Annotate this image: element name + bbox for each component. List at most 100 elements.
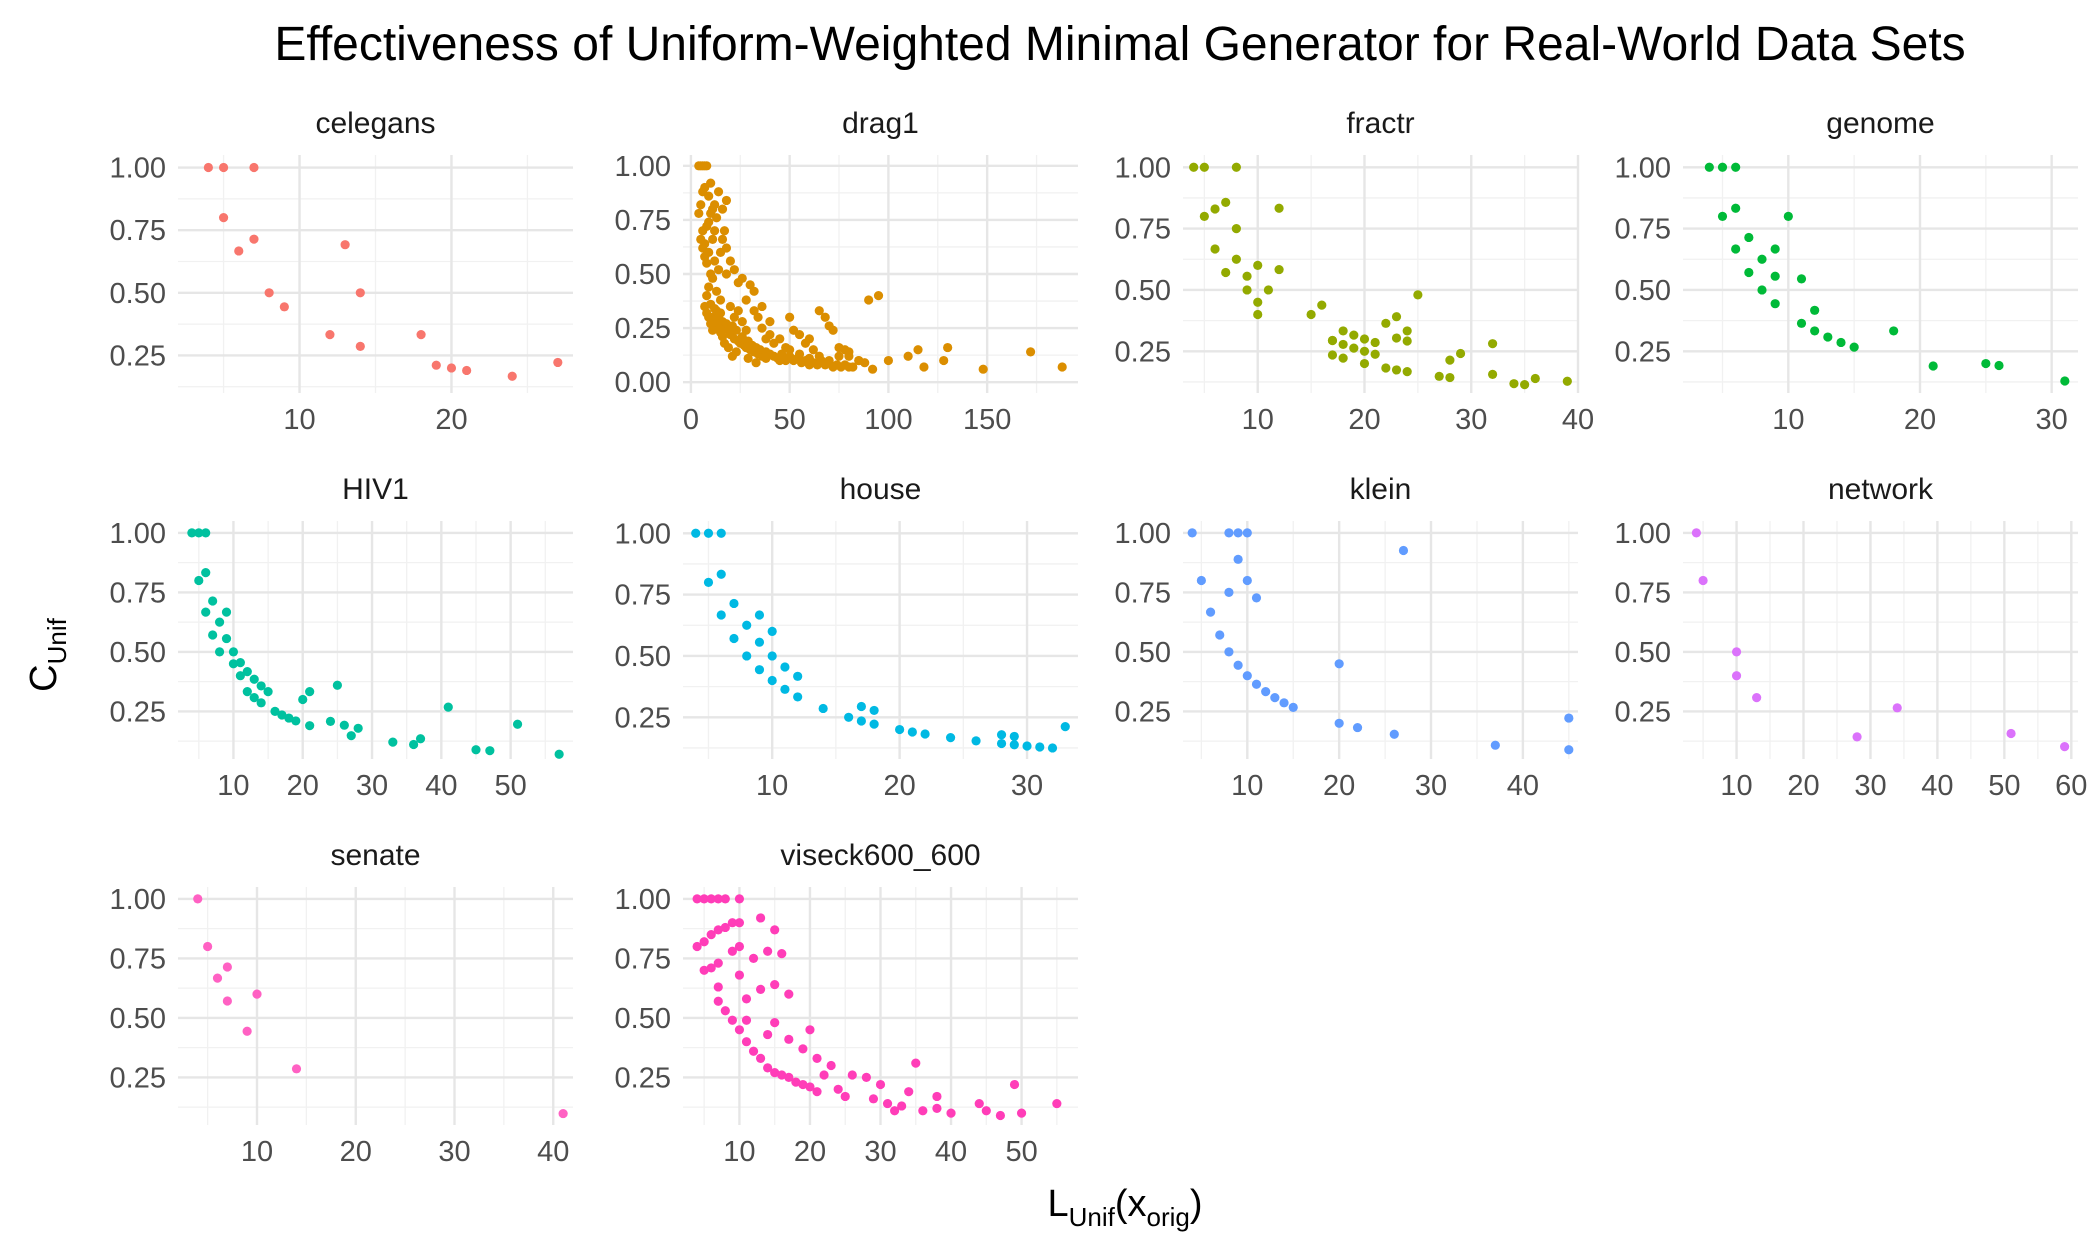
data-point: [754, 665, 765, 675]
data-point: [804, 353, 815, 363]
data-point: [798, 1044, 808, 1054]
data-point: [716, 569, 726, 579]
facet-strip-label: viseck600_600: [780, 839, 980, 872]
data-point: [696, 200, 706, 210]
data-point: [919, 362, 929, 372]
data-point: [971, 736, 981, 746]
data-point: [721, 243, 732, 253]
data-point: [939, 355, 949, 366]
data-point: [187, 528, 197, 538]
data-point: [1231, 224, 1241, 234]
y-tick-label: 0.25: [110, 696, 166, 728]
data-point: [794, 349, 805, 359]
data-point: [235, 671, 245, 681]
data-point: [692, 941, 702, 952]
data-point: [325, 716, 336, 726]
data-point: [1731, 647, 1742, 657]
facet-strip-label: klein: [1350, 473, 1412, 506]
data-point: [763, 1063, 773, 1073]
y-tick-label: 0.75: [615, 943, 671, 975]
y-tick-label: 0.25: [615, 313, 671, 345]
data-point: [1338, 326, 1348, 336]
data-point: [1836, 337, 1846, 348]
y-tick-label: 0.50: [1115, 637, 1171, 669]
data-point: [1224, 587, 1234, 598]
data-point: [1698, 575, 1708, 586]
data-point: [848, 362, 858, 372]
data-point: [298, 694, 308, 705]
x-tick-label: 10: [723, 1136, 755, 1168]
data-point: [1391, 333, 1402, 343]
data-point: [834, 342, 844, 353]
data-point: [1359, 346, 1370, 356]
data-point: [716, 528, 726, 538]
data-point: [767, 675, 777, 686]
data-point: [1704, 162, 1714, 172]
data-point: [1026, 347, 1036, 357]
data-point: [873, 291, 884, 301]
data-point: [785, 312, 795, 322]
data-point: [1928, 361, 1938, 371]
data-point: [201, 528, 211, 538]
data-point: [1233, 554, 1243, 564]
data-point: [1349, 330, 1359, 340]
y-tick-label: 0.25: [110, 1062, 166, 1094]
data-point: [221, 633, 232, 644]
data-point: [869, 705, 879, 716]
data-point: [704, 191, 714, 201]
data-point: [1242, 575, 1252, 586]
data-point: [808, 345, 818, 355]
data-point: [805, 1082, 815, 1092]
data-point: [554, 749, 564, 759]
x-tick-label: 10: [1242, 404, 1274, 436]
x-tick-label: 30: [1415, 770, 1447, 802]
data-point: [1370, 349, 1380, 359]
y-tick-label: 1.00: [615, 884, 671, 916]
data-point: [700, 301, 710, 312]
data-point: [725, 301, 736, 312]
data-point: [218, 213, 229, 223]
data-point: [733, 306, 743, 316]
data-point: [770, 1068, 780, 1078]
data-point: [1770, 299, 1780, 309]
data-point: [784, 989, 794, 999]
data-point: [249, 692, 259, 703]
x-tick-label: 10: [283, 404, 315, 436]
data-point: [784, 1034, 794, 1044]
data-point: [1242, 671, 1252, 681]
data-point: [913, 345, 923, 355]
facet-strip-label: celegans: [315, 107, 435, 140]
data-point: [1752, 692, 1762, 703]
data-point: [715, 308, 726, 318]
data-point: [242, 667, 252, 677]
data-point: [770, 1018, 780, 1028]
data-point: [1187, 528, 1197, 538]
data-point: [868, 1094, 879, 1104]
data-point: [1253, 260, 1263, 271]
data-point: [2060, 742, 2070, 752]
x-tick-label: 30: [438, 1136, 470, 1168]
y-tick-label: 0.75: [615, 580, 671, 612]
data-point: [1231, 254, 1241, 264]
data-point: [727, 946, 737, 956]
data-point: [249, 234, 259, 244]
data-point: [702, 291, 712, 301]
data-point: [1205, 607, 1216, 617]
data-point: [741, 295, 751, 305]
data-point: [847, 1070, 857, 1080]
data-point: [1274, 203, 1284, 213]
data-point: [757, 323, 767, 333]
data-point: [696, 234, 706, 244]
data-point: [1279, 698, 1289, 708]
data-point: [409, 739, 419, 750]
data-point: [1261, 687, 1271, 697]
data-point: [844, 712, 854, 722]
facet-network: network 0.25 0.50 0.75 1.00 10 20 30 40 50 60: [1615, 473, 2088, 802]
data-point: [1270, 692, 1280, 703]
x-tick-label: 100: [864, 404, 912, 436]
data-point: [765, 329, 775, 340]
data-point: [700, 252, 710, 262]
data-point: [713, 925, 723, 935]
y-tick-label: 1.00: [1615, 518, 1671, 550]
data-point: [553, 357, 563, 368]
